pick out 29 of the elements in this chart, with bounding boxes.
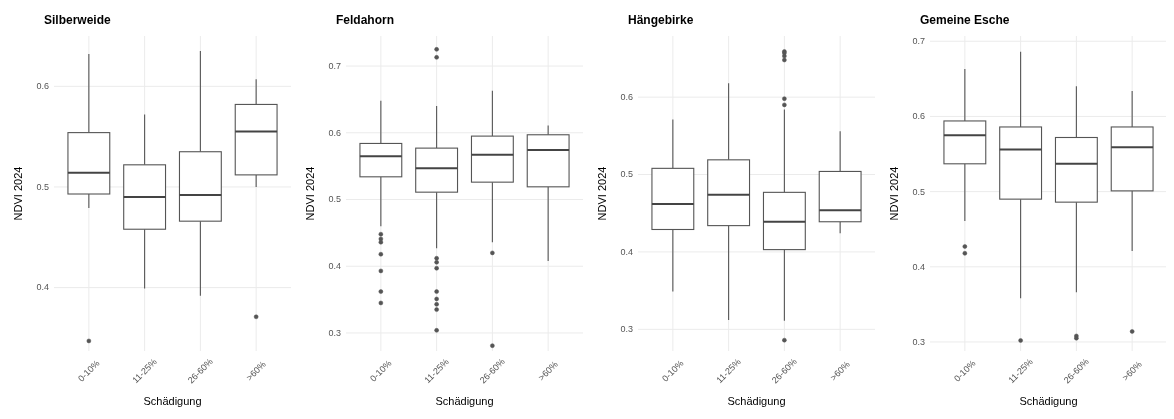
y-tick-label: 0.5	[328, 194, 341, 205]
y-tick-label: 0.6	[620, 92, 633, 103]
y-tick-label: 0.5	[36, 181, 49, 192]
x-axis-title: Schädigung	[143, 395, 202, 407]
y-tick-label: 0.6	[328, 127, 341, 138]
x-axis-title: Schädigung	[1019, 395, 1078, 407]
x-axis-title: Schädigung	[727, 395, 786, 407]
y-tick-label: 0.6	[36, 81, 49, 92]
y-tick-label: 0.4	[328, 261, 341, 272]
chart-title: Feldahorn	[336, 13, 395, 27]
y-axis-title: NDVI 2024	[304, 166, 316, 221]
y-tick-label: 0.6	[912, 111, 925, 122]
y-tick-label: 0.4	[912, 261, 925, 272]
y-tick-label: 0.5	[620, 169, 633, 180]
y-tick-label: 0.4	[36, 282, 49, 293]
y-tick-label: 0.7	[912, 36, 925, 47]
chart-title: Hängebirke	[628, 13, 694, 27]
y-axis-title: NDVI 2024	[888, 166, 900, 221]
y-tick-label: 0.7	[328, 60, 341, 71]
x-axis-title: Schädigung	[435, 395, 494, 407]
y-tick-label: 0.3	[912, 336, 925, 347]
y-tick-label: 0.4	[620, 246, 633, 257]
y-tick-label: 0.3	[328, 327, 341, 338]
y-tick-label: 0.5	[912, 186, 925, 197]
y-axis-title: NDVI 2024	[12, 166, 24, 221]
chart-title: Silberweide	[44, 13, 112, 27]
y-axis-title: NDVI 2024	[596, 166, 608, 221]
y-tick-label: 0.3	[620, 324, 633, 335]
chart-title: Gemeine Esche	[920, 13, 1010, 27]
